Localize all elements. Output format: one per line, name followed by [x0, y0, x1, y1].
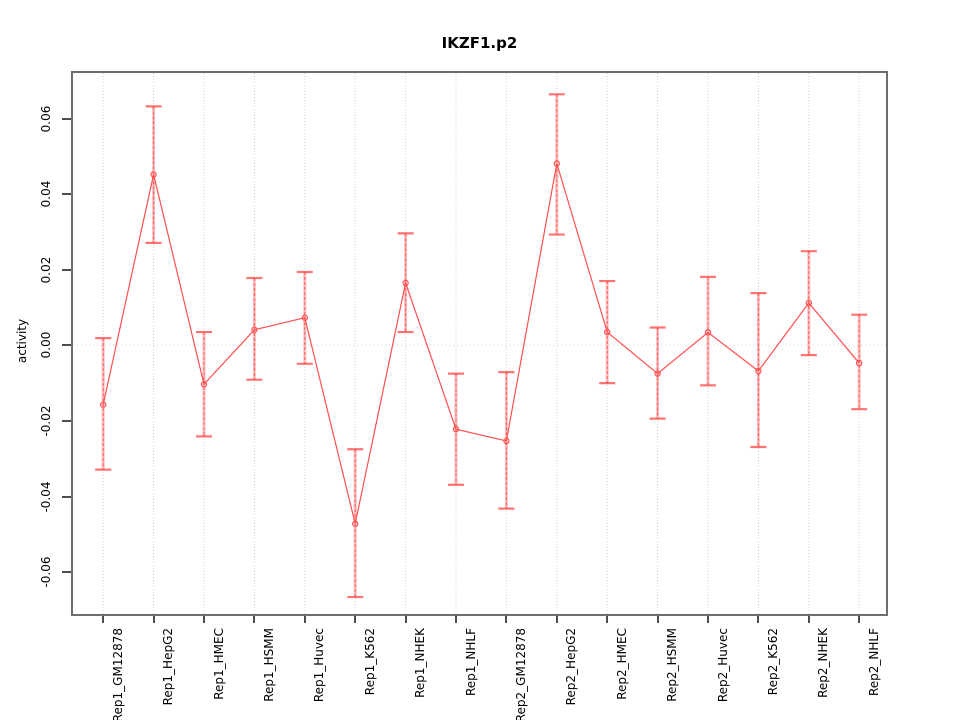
x-axis-tick: [656, 616, 659, 623]
x-axis-tick: [505, 616, 508, 623]
y-tick-label: 0.06: [39, 105, 53, 132]
x-tick-label: Rep2_HMEC: [614, 628, 629, 700]
x-axis-tick: [152, 616, 155, 623]
x-tick-label: Rep2_NHLF: [866, 628, 881, 697]
y-axis-tick: [62, 571, 71, 574]
series-line: [102, 163, 860, 524]
x-tick-label: Rep1_Huvec: [312, 628, 327, 703]
x-tick-label: Rep1_NHEK: [413, 628, 428, 698]
y-axis-title: activity: [15, 318, 29, 364]
data-point: [503, 437, 510, 445]
plot-area: [71, 71, 888, 616]
x-axis-tick: [555, 616, 558, 623]
data-point: [301, 314, 308, 321]
x-tick-label: Rep2_GM12878: [513, 628, 528, 720]
data-point: [654, 370, 661, 377]
x-axis-tick: [253, 616, 256, 623]
y-axis-tick: [62, 268, 71, 271]
y-axis-tick: [62, 344, 71, 347]
y-tick-label: -0.02: [39, 405, 53, 437]
x-axis-tick: [707, 616, 709, 623]
x-tick-label: Rep1_K562: [362, 628, 377, 696]
data-point: [805, 299, 813, 307]
x-tick-label: Rep2_K562: [765, 628, 780, 696]
y-tick-label: -0.04: [39, 480, 53, 513]
y-tick-label: -0.06: [39, 556, 53, 588]
data-point: [150, 171, 157, 178]
x-axis-tick: [354, 616, 357, 623]
x-axis-tick: [203, 616, 205, 623]
x-tick-label: Rep2_HSMM: [665, 628, 680, 702]
x-axis-tick: [303, 616, 306, 623]
data-point: [553, 160, 560, 167]
x-tick-label: Rep1_GM12878: [110, 628, 125, 720]
x-tick-label: Rep1_HepG2: [161, 628, 176, 706]
x-axis-tick: [807, 616, 810, 623]
data-point: [200, 381, 208, 388]
y-tick-label: 0.02: [39, 256, 53, 284]
x-axis-tick: [757, 616, 760, 623]
x-tick-label: Rep1_HSMM: [261, 628, 276, 702]
data-point: [704, 329, 712, 336]
y-tick-label: 0.00: [39, 331, 53, 359]
x-axis-tick: [404, 616, 407, 623]
x-axis-tick: [858, 616, 861, 623]
data-point: [402, 279, 409, 287]
x-axis-tick: [606, 616, 609, 623]
data-point: [452, 426, 460, 433]
y-tick-label: 0.04: [39, 180, 53, 208]
x-tick-label: Rep2_NHEK: [816, 628, 831, 698]
y-axis-tick: [62, 495, 71, 498]
data-point: [100, 401, 107, 408]
y-axis-tick: [62, 117, 71, 120]
y-axis-tick: [62, 419, 71, 422]
x-tick-label: Rep1_NHLF: [463, 628, 478, 697]
plot-canvas: [73, 73, 886, 614]
x-axis-tick: [102, 616, 105, 623]
y-axis-tick: [62, 193, 71, 196]
x-tick-label: Rep1_HMEC: [211, 628, 226, 700]
data-point: [251, 326, 258, 334]
chart-title: IKZF1.p2: [441, 34, 518, 52]
x-tick-label: Rep2_Huvec: [715, 628, 730, 703]
x-tick-label: Rep2_HepG2: [564, 628, 579, 706]
data-point: [755, 367, 762, 375]
data-point: [604, 328, 611, 336]
x-axis-tick: [455, 616, 457, 623]
data-point: [856, 359, 863, 367]
data-point: [352, 520, 359, 527]
